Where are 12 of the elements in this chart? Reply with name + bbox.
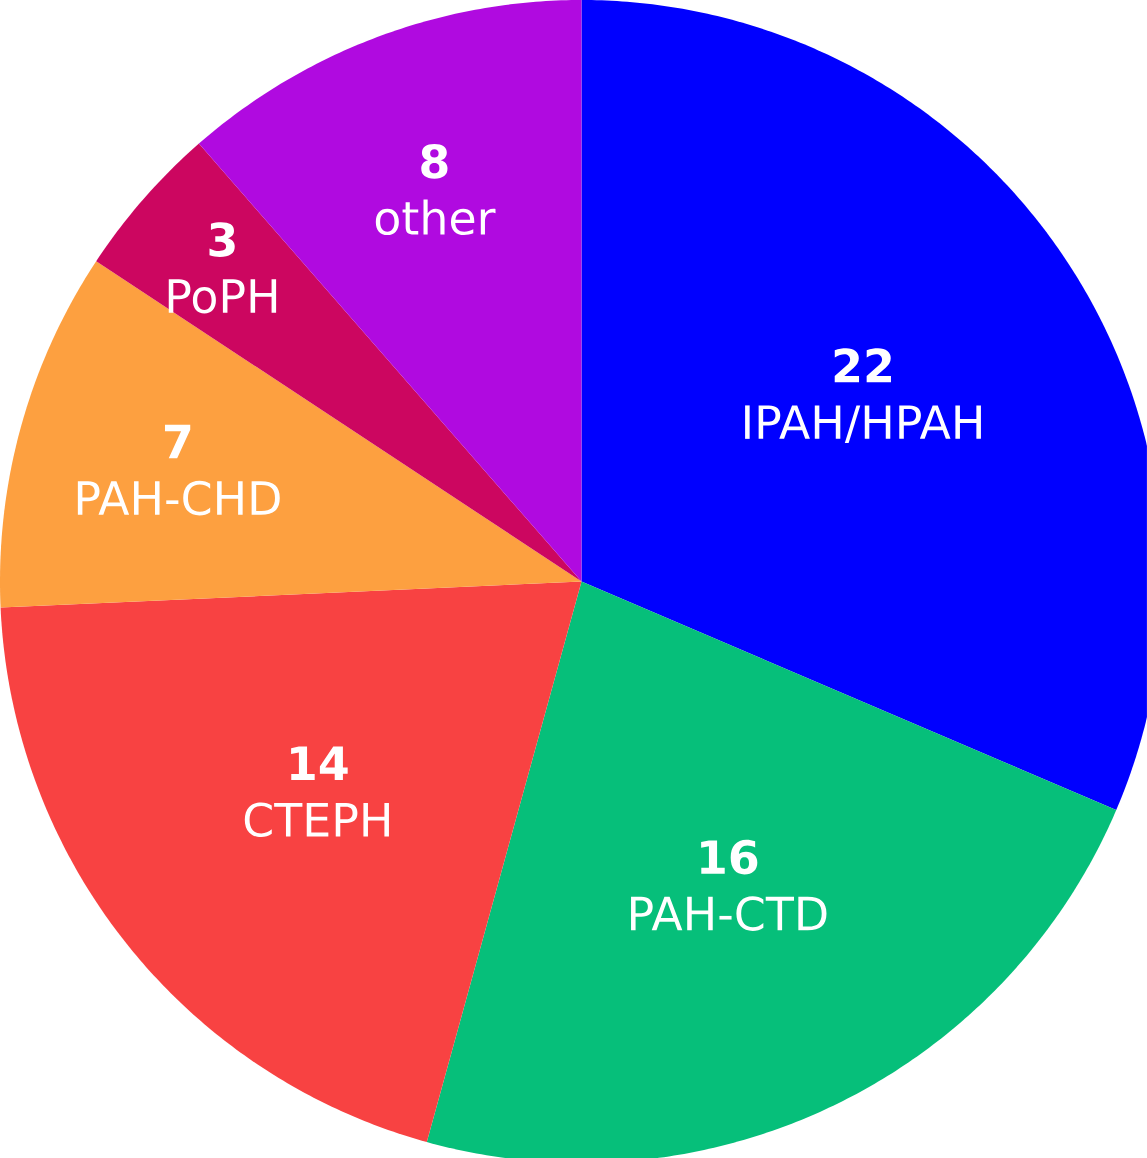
data-label: 22: [834, 348, 891, 383]
data-label: 7: [165, 424, 191, 459]
slice-label: CTEPH: [244, 802, 389, 838]
slice-label: other: [375, 199, 496, 236]
slice-label: IPAH/HPAH: [745, 405, 981, 444]
data-label: 16: [701, 839, 758, 875]
data-label: 14: [291, 746, 348, 780]
slice-label: PAH-CHD: [77, 480, 280, 516]
slice-label: PAH-CTD: [631, 896, 827, 931]
data-label: 8: [421, 143, 448, 179]
slice-label: PoPH: [168, 279, 277, 314]
data-label: 3: [209, 222, 235, 257]
